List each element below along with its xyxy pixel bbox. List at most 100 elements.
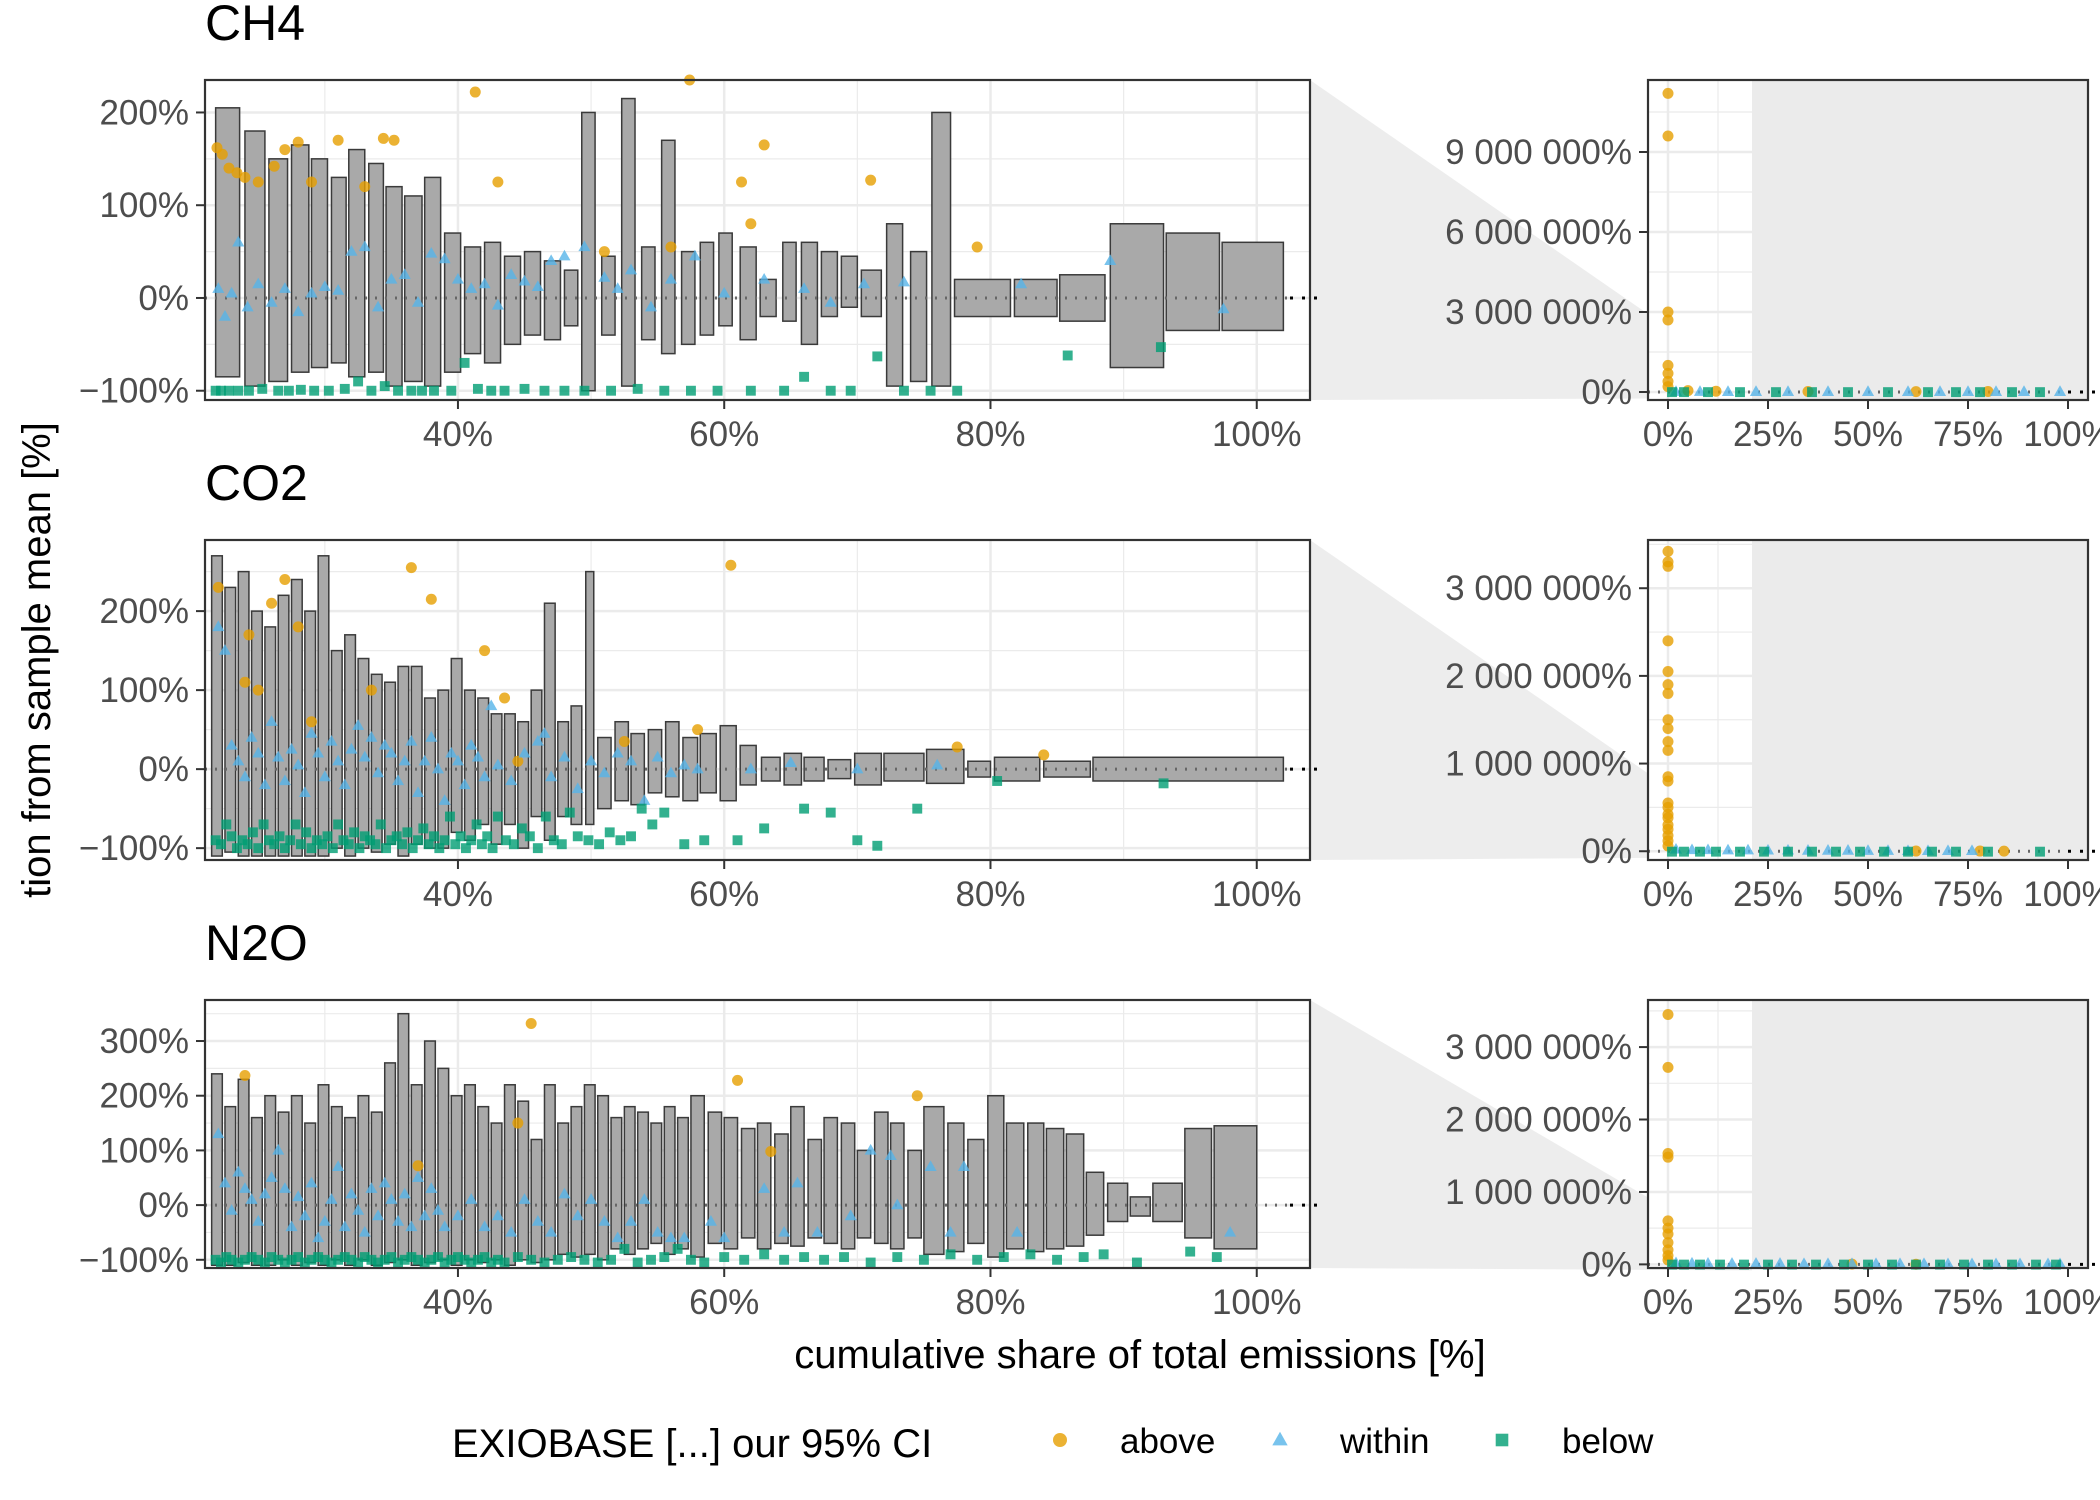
ci-box [277,594,290,857]
point-below [407,843,418,854]
point-above [1662,687,1674,699]
point-above [598,246,610,258]
point-within [265,296,278,307]
point-within [598,766,611,778]
point-within [418,754,431,766]
point-within [704,1215,717,1226]
point-below [564,807,575,818]
point-above [1998,845,2010,857]
point-below [1879,846,1889,857]
point-within [1841,844,1855,855]
point-below [327,843,338,854]
point-within [664,766,678,778]
point-below [253,843,264,854]
panel-co2-main: 40% 60% 80% 100% −100% 0% 100% 200% CO2 [79,455,1320,914]
point-below [460,843,471,854]
ci-box [827,758,852,780]
point-below [429,831,439,842]
point-within [372,766,385,778]
point-within [1821,844,1835,855]
point-below [745,385,756,396]
point-below [226,831,237,842]
point-above [231,167,243,179]
ci-box [680,250,696,346]
point-above [499,692,511,704]
point-above [512,755,524,767]
point-below [1983,846,1993,857]
point-below [516,823,527,834]
ci-box [820,250,839,318]
point-below [1807,387,1817,398]
point-below [619,1243,630,1254]
point-within [385,1193,398,1204]
ci-box [383,681,397,845]
point-below [1711,846,1721,857]
point-above [745,218,757,230]
ci-box [410,665,423,845]
y-tick-label: 0% [138,279,189,318]
ci-box [557,1122,570,1256]
point-below [221,1252,232,1263]
point-below [433,1252,443,1263]
point-within [451,272,465,284]
point-within [1941,1257,1955,1269]
point-within [431,762,445,774]
x-tick-label: 75% [1933,875,2003,914]
ci-box [663,1105,676,1256]
point-below [1951,846,1961,857]
point-within [478,770,491,782]
point-below [417,385,427,396]
point-above [239,1069,251,1081]
point-below [247,827,258,838]
y-tick-label: 3 000 000% [1445,293,1632,332]
ci-box [1106,1182,1129,1223]
point-within [425,731,438,742]
ci-box [290,144,310,373]
point-below [659,1252,670,1263]
panel-ch4-main: 40% 60% 80% 100% −100% 0% 100% 200% CH4 [79,0,1320,454]
point-below [626,831,636,842]
point-above [1662,306,1674,318]
point-above [212,581,224,593]
ci-box [640,246,656,341]
point-within [318,770,331,782]
point-below [339,1252,350,1263]
x-tick-label: 40% [423,415,493,454]
ci-box [803,756,825,782]
point-within [451,754,465,766]
x-tick-label: 100% [2023,875,2100,914]
y-tick-label: 100% [99,1131,189,1170]
ci-box [1042,760,1092,778]
point-within [638,1193,651,1204]
y-tick-label: −100% [79,829,189,868]
point-within [664,1231,678,1243]
point-below [2035,387,2045,398]
ci-box [807,1138,823,1239]
point-within [824,296,837,307]
point-below [606,385,617,396]
point-below [313,1252,324,1263]
point-within [238,770,251,782]
y-axis-title: tion from sample mean [%] [15,422,59,898]
facet-title-co2: CO2 [205,455,308,511]
point-within [212,282,225,293]
point-below [210,835,221,846]
point-below [353,376,364,387]
point-below [391,831,402,842]
point-below [386,835,397,846]
point-within [1749,385,1763,396]
ci-box [707,1111,723,1245]
point-within [232,1165,245,1177]
point-above [359,181,371,193]
point-above [1910,386,1922,398]
point-below [552,1254,563,1265]
point-below [472,1254,483,1265]
point-within [1933,385,1947,396]
ci-box [244,130,266,387]
ci-box [907,1149,923,1239]
ci-box [530,689,543,818]
zoom-connector [1310,1000,1752,1271]
point-within [398,1187,411,1199]
point-below [323,385,334,396]
ci-box [790,1105,805,1247]
